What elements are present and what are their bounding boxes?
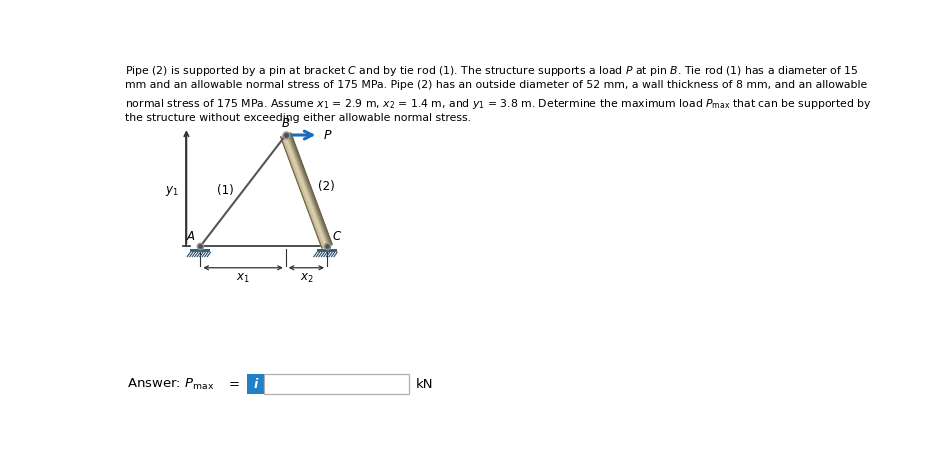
FancyBboxPatch shape bbox=[264, 375, 408, 394]
Polygon shape bbox=[286, 135, 327, 246]
Text: mm and an allowable normal stress of 175 MPa. Pipe (2) has an outside diameter o: mm and an allowable normal stress of 175… bbox=[126, 80, 867, 90]
Polygon shape bbox=[290, 133, 332, 245]
Polygon shape bbox=[288, 134, 330, 245]
Text: the structure without exceeding either allowable normal stress.: the structure without exceeding either a… bbox=[126, 114, 471, 123]
Polygon shape bbox=[283, 136, 325, 247]
Text: (1): (1) bbox=[217, 184, 234, 197]
Text: $P$: $P$ bbox=[323, 128, 332, 142]
Text: =: = bbox=[228, 378, 239, 390]
Polygon shape bbox=[285, 135, 327, 247]
Bar bbox=[198, 246, 203, 252]
Polygon shape bbox=[284, 136, 326, 247]
Polygon shape bbox=[289, 133, 331, 245]
Text: $A$: $A$ bbox=[186, 230, 196, 243]
Text: i: i bbox=[254, 378, 258, 390]
Bar bbox=[317, 249, 337, 252]
Text: $x_1$: $x_1$ bbox=[236, 272, 250, 286]
Text: $B$: $B$ bbox=[281, 117, 290, 130]
Polygon shape bbox=[281, 137, 323, 248]
Polygon shape bbox=[281, 137, 323, 248]
Text: $y_1$: $y_1$ bbox=[165, 183, 179, 197]
Text: kN: kN bbox=[416, 378, 433, 390]
Bar bbox=[325, 246, 329, 252]
Polygon shape bbox=[285, 135, 327, 247]
Polygon shape bbox=[288, 134, 329, 246]
Text: $C$: $C$ bbox=[331, 230, 342, 243]
Polygon shape bbox=[284, 135, 326, 247]
Polygon shape bbox=[289, 133, 331, 245]
Polygon shape bbox=[282, 136, 324, 248]
Polygon shape bbox=[283, 136, 324, 247]
Bar bbox=[190, 249, 210, 252]
Text: Pipe (2) is supported by a pin at bracket $C$ and by tie rod (1). The structure : Pipe (2) is supported by a pin at bracke… bbox=[126, 64, 859, 78]
Polygon shape bbox=[288, 134, 330, 245]
Polygon shape bbox=[287, 134, 328, 246]
FancyBboxPatch shape bbox=[247, 375, 266, 394]
Polygon shape bbox=[286, 135, 327, 247]
Text: (2): (2) bbox=[318, 180, 335, 193]
Text: Answer: $P_{\rm max}$: Answer: $P_{\rm max}$ bbox=[127, 376, 214, 392]
Text: $x_2$: $x_2$ bbox=[300, 272, 313, 286]
Text: normal stress of 175 MPa. Assume $x_1$ = 2.9 m, $x_2$ = 1.4 m, and $y_1$ = 3.8 m: normal stress of 175 MPa. Assume $x_1$ =… bbox=[126, 97, 872, 111]
Polygon shape bbox=[288, 134, 328, 246]
